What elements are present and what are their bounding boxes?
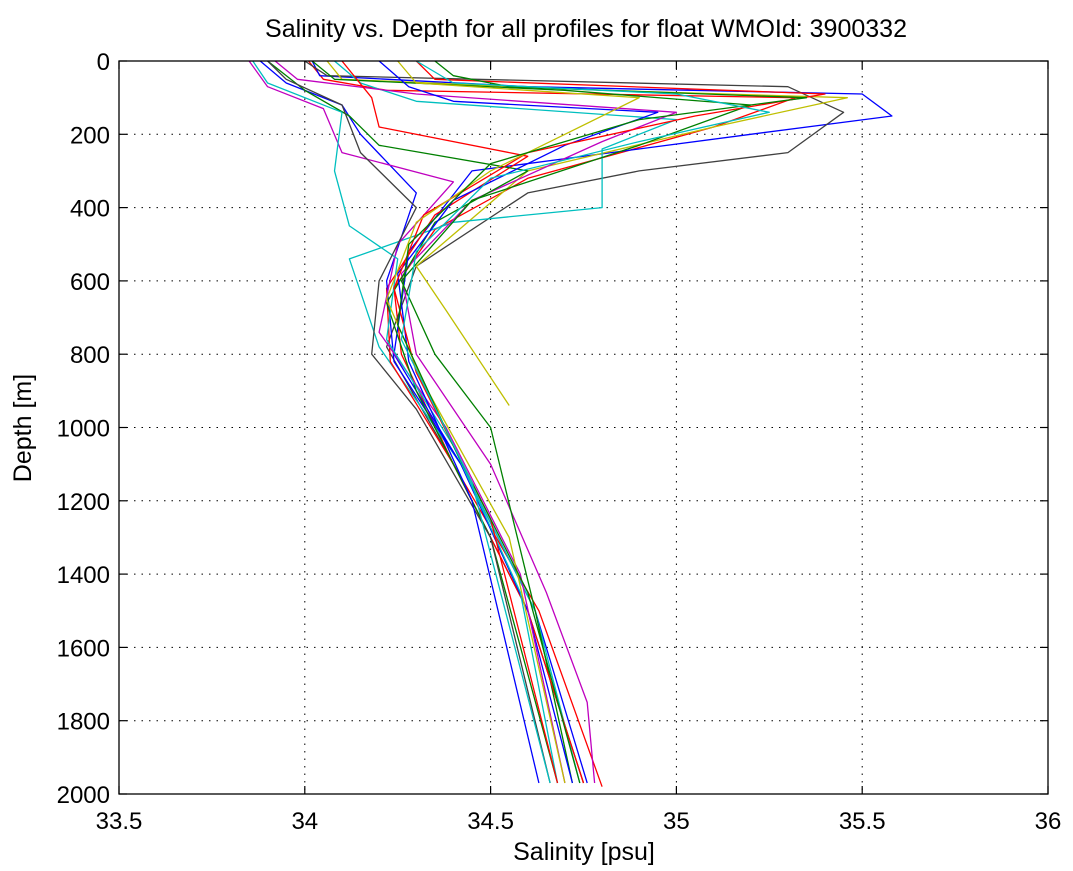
y-tick-label: 2000 [57,782,110,809]
series-line-17 [397,60,808,784]
series-line-5 [334,60,678,784]
series-line-18 [400,60,770,784]
chart-title: Salinity vs. Depth for all profiles for … [265,15,907,43]
series-line-15 [393,60,826,784]
series-line-4 [326,60,848,406]
y-tick-label: 400 [70,196,110,223]
y-tick-label: 1200 [57,489,110,516]
series-line-3 [304,60,845,784]
y-tick-label: 1600 [57,635,110,662]
grid [119,61,1048,794]
y-tick-label: 0 [97,49,110,76]
series-line-14 [378,60,659,784]
series-line-16 [385,60,640,784]
y-axis-title: Depth [m] [9,374,37,482]
series-line-7 [311,60,752,784]
x-tick-label: 35.5 [839,808,886,835]
y-tick-label: 800 [70,342,110,369]
y-tick-label: 200 [70,122,110,149]
y-tick-label: 600 [70,269,110,296]
series-group [248,60,893,787]
y-tick-label: 1000 [57,416,110,443]
ticks [118,60,1049,795]
series-line-12 [252,60,559,784]
x-tick-label: 34.5 [467,808,514,835]
x-tick-label: 35 [663,808,690,835]
series-line-13 [267,60,551,784]
x-axis-title: Salinity [psu] [513,838,655,866]
x-tick-label: 36 [1035,808,1062,835]
y-tick-label: 1800 [57,709,110,736]
x-tick-labels: 33.5 34 34.5 35 35.5 36 [96,808,1062,835]
series-line-10 [267,60,559,784]
y-tick-labels: 0 200 400 600 800 1000 1200 1400 1600 1800 2000 [57,49,110,809]
x-tick-label: 34 [291,808,318,835]
y-tick-label: 1400 [57,562,110,589]
plot-frame [118,60,1049,795]
x-tick-label: 33.5 [96,808,143,835]
series-line-6 [274,60,678,784]
